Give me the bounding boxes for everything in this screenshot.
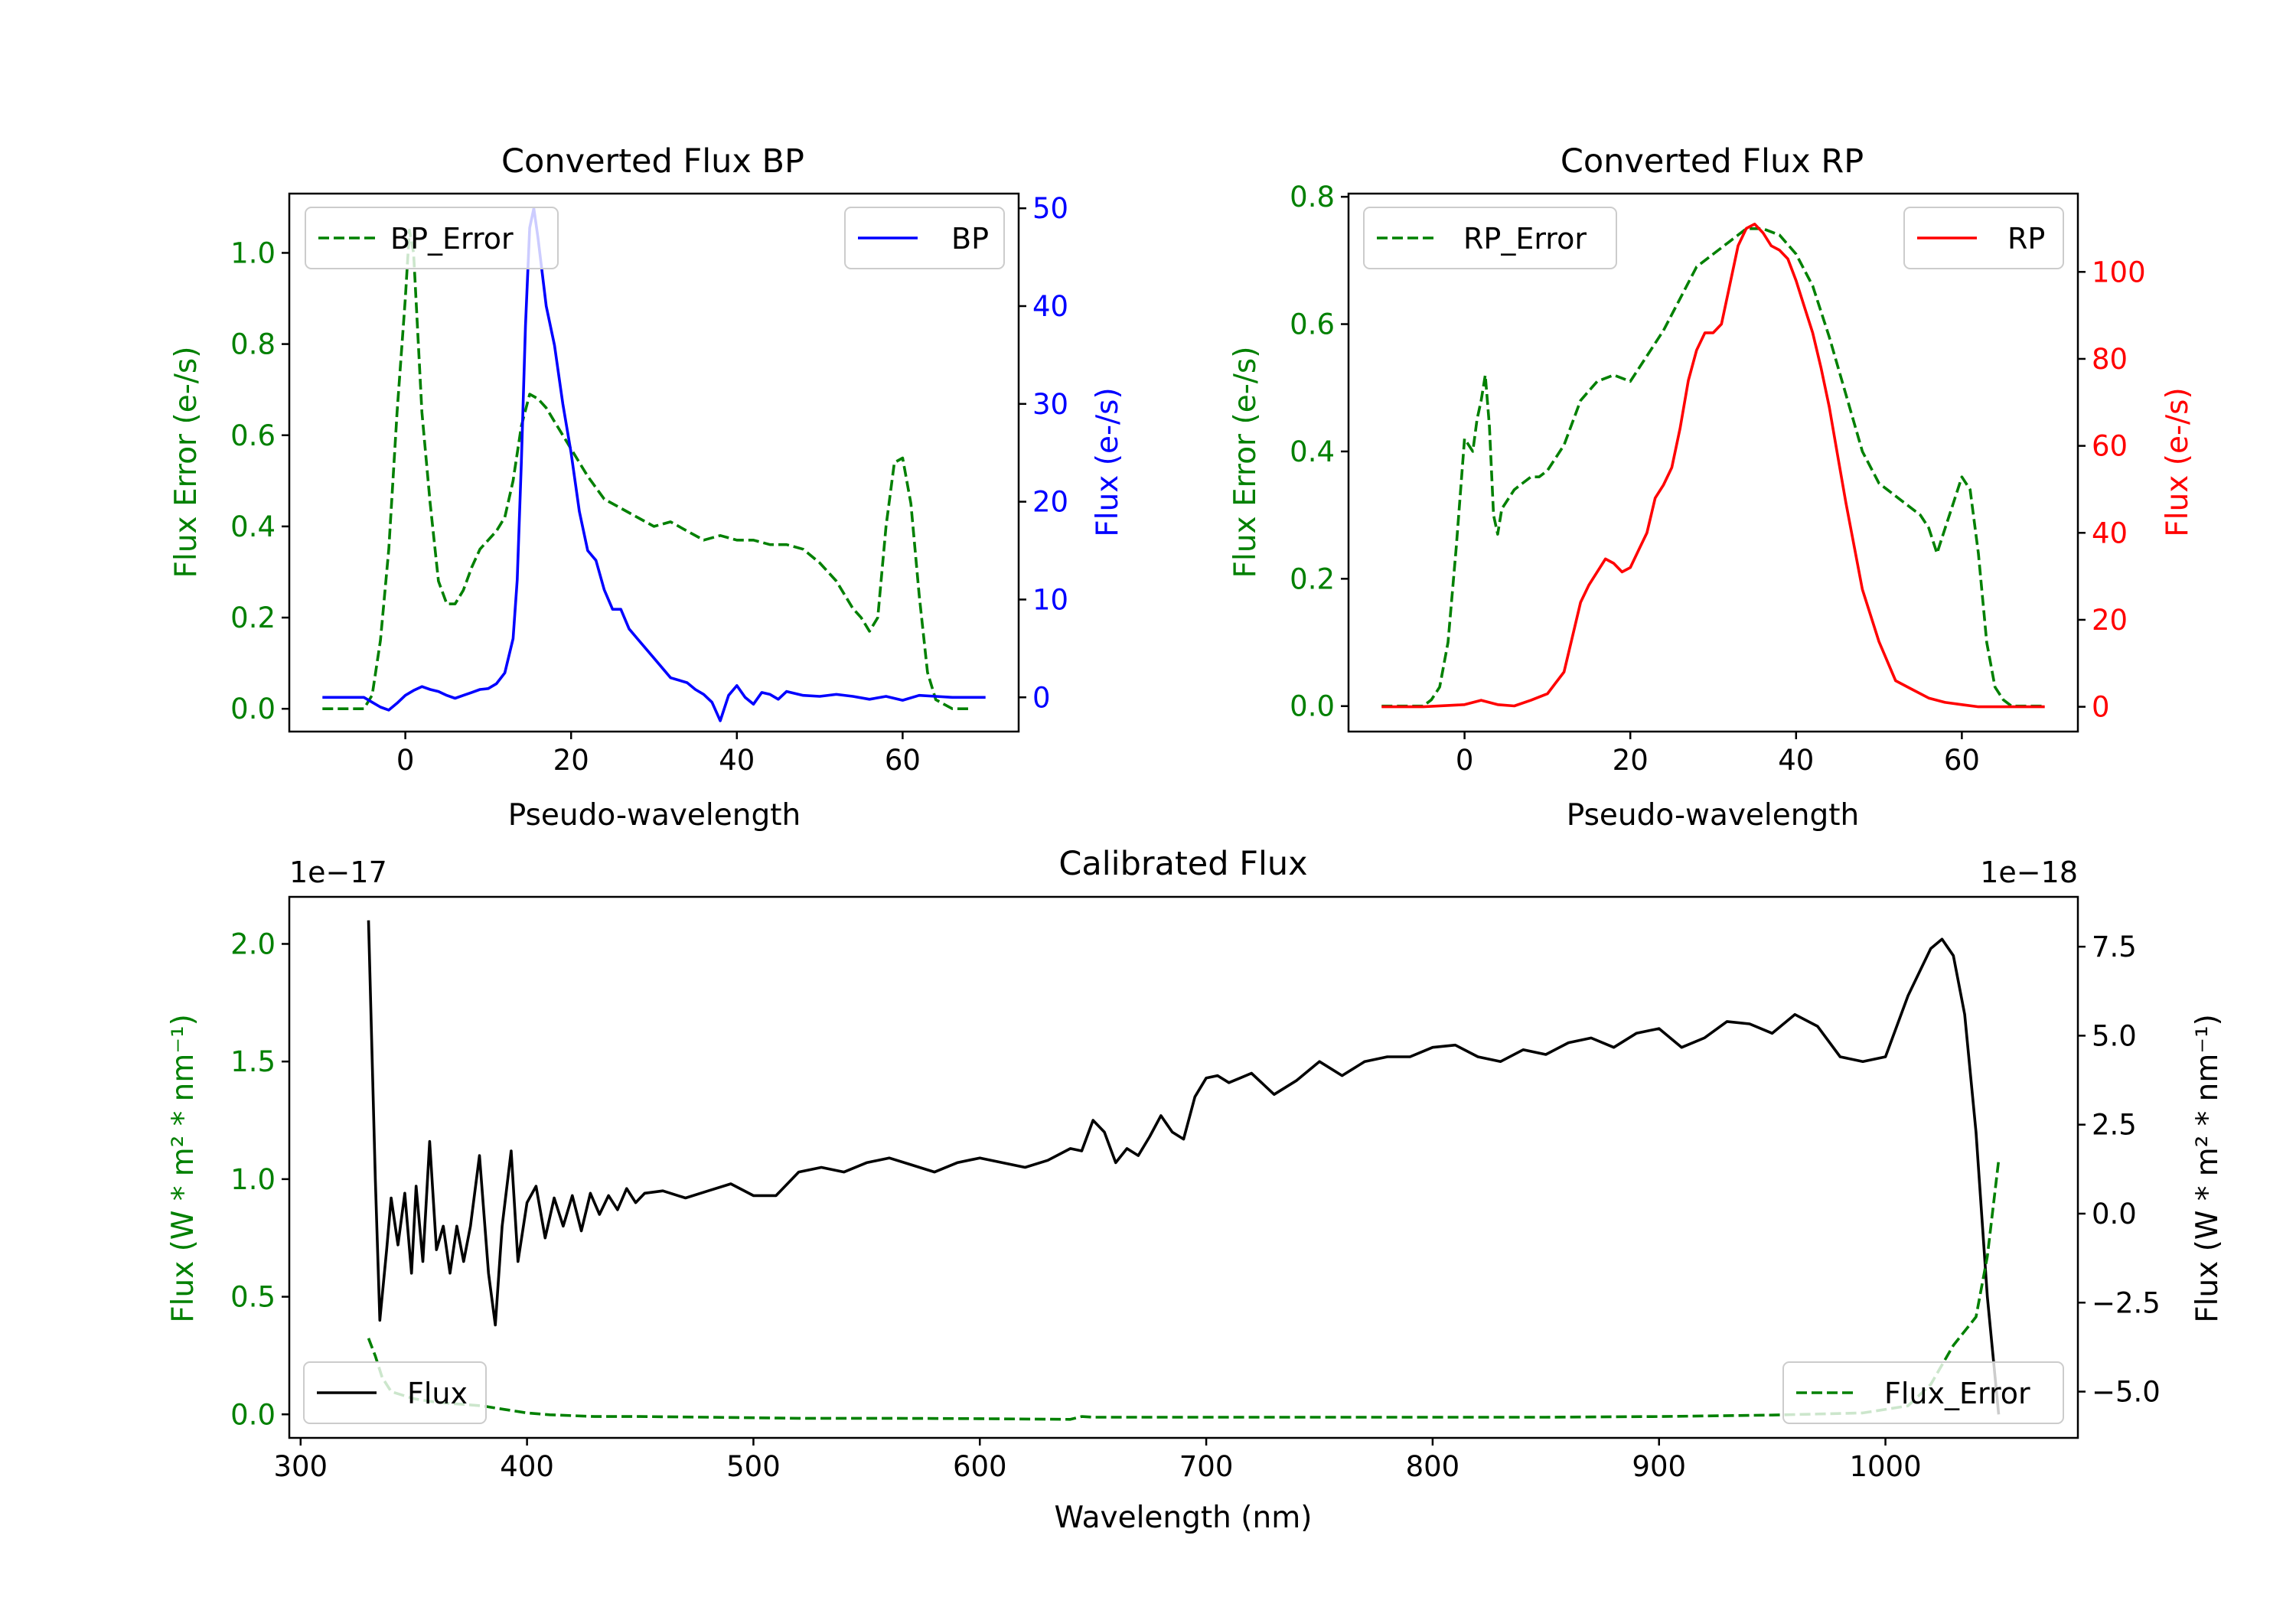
legend-label-flux: Flux xyxy=(407,1377,468,1410)
right-y-tick-label: 5.0 xyxy=(2092,1019,2137,1052)
plot-area xyxy=(367,920,2001,1421)
left-y-tick-label: 0.6 xyxy=(1290,308,1335,341)
chart-title: Converted Flux RP xyxy=(1561,142,1864,181)
panel-converted-flux-rp: Converted Flux RP RP_Error RP Pseudo-wav… xyxy=(1228,142,2195,833)
chart-title: Calibrated Flux xyxy=(1058,845,1307,883)
left-y-tick-label: 0.4 xyxy=(230,510,276,543)
legend-label-rp-error: RP_Error xyxy=(1463,222,1587,256)
left-offset-text: 1e−17 xyxy=(289,856,387,889)
legend-bp-error: BP_Error xyxy=(305,207,559,269)
x-tick-label: 0 xyxy=(396,744,415,777)
x-tick-label: 20 xyxy=(553,744,589,777)
right-y-tick-label: 20 xyxy=(1032,486,1068,519)
legend-rp: RP xyxy=(1903,207,2064,269)
right-y-tick-label: 10 xyxy=(1032,583,1068,616)
x-tick-label: 60 xyxy=(885,744,921,777)
x-tick-label: 60 xyxy=(1944,744,1980,777)
right-y-tick-label: 2.5 xyxy=(2092,1109,2137,1142)
left-y-tick-label: 1.0 xyxy=(230,236,276,269)
axes-frame xyxy=(1347,192,2079,733)
left-y-tick-label: 0.0 xyxy=(230,693,276,725)
x-tick-label: 300 xyxy=(273,1450,328,1483)
x-tick-label: 800 xyxy=(1406,1450,1460,1483)
left-y-tick-label: 0.2 xyxy=(1290,562,1335,595)
legend-label-bp: BP xyxy=(951,222,989,256)
series-line-flux-error xyxy=(367,1159,2001,1421)
right-y-tick-label: 30 xyxy=(1032,388,1068,421)
right-y-tick-label: 60 xyxy=(2092,430,2128,463)
left-axis-label: Flux Error (e-/s) xyxy=(1228,347,1263,579)
legend-flux-error: Flux_Error xyxy=(1782,1361,2064,1424)
legend-label-rp: RP xyxy=(2007,222,2045,256)
x-axis-label: Wavelength (nm) xyxy=(1055,1501,1313,1535)
x-tick-label: 900 xyxy=(1632,1450,1686,1483)
plot-area xyxy=(322,207,986,722)
x-tick-label: 20 xyxy=(1613,744,1649,777)
panel-converted-flux-bp: Converted Flux BP BP_Error BP Pseudo-wav… xyxy=(169,142,1125,833)
legend-rp-error: RP_Error xyxy=(1363,207,1617,269)
x-tick-label: 600 xyxy=(953,1450,1007,1483)
right-y-tick-label: 7.5 xyxy=(2092,931,2137,963)
right-y-tick-label: −5.0 xyxy=(2092,1376,2161,1409)
x-tick-label: 400 xyxy=(500,1450,554,1483)
series-line-bp xyxy=(322,207,986,722)
left-y-tick-label: 0.2 xyxy=(230,601,276,634)
left-axis-label: Flux (W * m² * nm⁻¹) xyxy=(166,1014,201,1323)
plot-area xyxy=(1381,222,2045,709)
legend-label-flux-error: Flux_Error xyxy=(1884,1377,2030,1410)
x-tick-label: 500 xyxy=(726,1450,781,1483)
left-y-tick-label: 0.8 xyxy=(230,328,276,361)
panel-calibrated-flux: Calibrated Flux 1e−17 1e−18 Flux Flux_Er… xyxy=(166,845,2225,1535)
left-y-tick-label: 0.0 xyxy=(230,1398,276,1431)
x-tick-label: 0 xyxy=(1456,744,1474,777)
left-y-tick-label: 0.8 xyxy=(1290,181,1335,214)
axes-frame xyxy=(288,895,2079,1439)
series-line-bp-error xyxy=(322,228,969,711)
left-y-tick-label: 0.6 xyxy=(230,419,276,452)
right-y-tick-label: 100 xyxy=(2092,256,2146,288)
left-y-tick-label: 0.0 xyxy=(1290,690,1335,723)
chart-title: Converted Flux BP xyxy=(501,142,804,181)
legend-label-bp-error: BP_Error xyxy=(390,222,514,256)
right-y-tick-label: 0.0 xyxy=(2092,1198,2137,1231)
x-axis-label: Pseudo-wavelength xyxy=(508,798,801,833)
x-tick-label: 40 xyxy=(719,744,755,777)
right-y-tick-label: 80 xyxy=(2092,343,2128,376)
left-y-tick-label: 1.5 xyxy=(230,1045,276,1078)
left-y-tick-label: 1.0 xyxy=(230,1163,276,1196)
left-y-tick-label: 0.4 xyxy=(1290,435,1335,468)
left-y-tick-label: 0.5 xyxy=(230,1281,276,1314)
right-axis-label: Flux (e-/s) xyxy=(2161,387,2195,536)
right-y-tick-label: 40 xyxy=(2092,517,2128,549)
right-y-tick-label: 40 xyxy=(1032,290,1068,323)
legend-flux: Flux xyxy=(303,1361,487,1424)
x-axis-label: Pseudo-wavelength xyxy=(1567,798,1859,833)
x-tick-label: 700 xyxy=(1179,1450,1234,1483)
right-y-tick-label: 50 xyxy=(1032,192,1068,225)
right-axis-label: Flux (e-/s) xyxy=(1091,387,1125,536)
right-y-tick-label: 0 xyxy=(1032,681,1051,714)
right-y-tick-label: 20 xyxy=(2092,604,2128,637)
x-tick-label: 1000 xyxy=(1849,1450,1921,1483)
series-line-flux xyxy=(367,920,2001,1415)
left-axis-label: Flux Error (e-/s) xyxy=(169,347,204,579)
right-axis-label: Flux (W * m² * nm⁻¹) xyxy=(2190,1014,2225,1323)
right-offset-text: 1e−18 xyxy=(1980,856,2078,889)
right-y-tick-label: −2.5 xyxy=(2092,1286,2161,1319)
legend-bp: BP xyxy=(844,207,1005,269)
left-y-tick-label: 2.0 xyxy=(230,927,276,960)
series-line-rp xyxy=(1381,222,2045,709)
x-tick-label: 40 xyxy=(1778,744,1814,777)
series-line-rp-error xyxy=(1381,227,2045,708)
right-y-tick-label: 0 xyxy=(2092,691,2110,724)
axes-frame xyxy=(288,192,1020,733)
